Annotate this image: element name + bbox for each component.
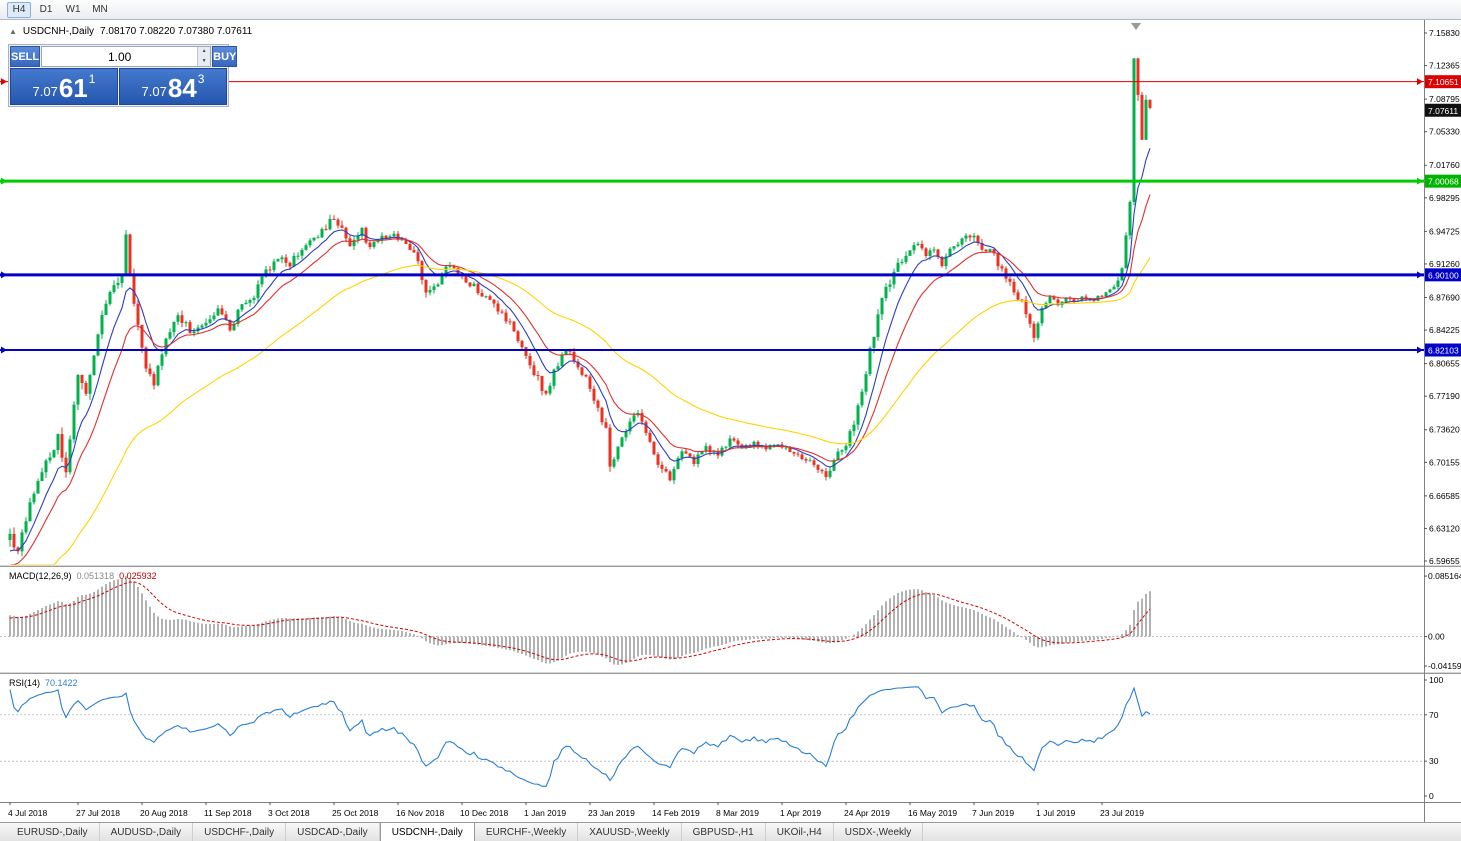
svg-text:0.085164: 0.085164 xyxy=(1428,571,1461,581)
svg-text:14 Feb 2019: 14 Feb 2019 xyxy=(652,808,700,818)
svg-text:6.82103: 6.82103 xyxy=(1428,346,1459,356)
svg-text:6.84225: 6.84225 xyxy=(1429,325,1460,335)
lot-size-field[interactable]: ▲ ▼ xyxy=(41,46,212,67)
svg-text:6.80655: 6.80655 xyxy=(1429,359,1460,369)
rsi-indicator-label: RSI(14) 70.1422 xyxy=(9,678,78,688)
chart-area: 7.15830 7.12365 7.08795 7.05330 7.01760 6.982… xyxy=(0,20,1461,822)
trade-panel-price-row: 7.07 61 1 7.07 84 3 xyxy=(10,68,227,105)
svg-text:1 Apr 2019: 1 Apr 2019 xyxy=(780,808,821,818)
svg-text:6.94725: 6.94725 xyxy=(1429,226,1460,236)
bid-price-main: 61 xyxy=(58,73,88,103)
one-click-toggle-icon[interactable]: ▲ xyxy=(9,27,17,36)
lot-spinner[interactable]: ▲ ▼ xyxy=(197,47,211,66)
svg-text:7.01760: 7.01760 xyxy=(1429,160,1460,170)
svg-text:-0.04159: -0.04159 xyxy=(1428,661,1461,671)
trade-panel-top-row: SELL ▲ ▼ BUY xyxy=(10,46,238,67)
tab-gbpusd-h1[interactable]: GBPUSD-,H1 xyxy=(682,823,766,841)
chart-symbol-label: USDCNH-,Daily xyxy=(22,26,95,37)
svg-text:24 Apr 2019: 24 Apr 2019 xyxy=(844,808,890,818)
macd-signal-value: 0.025932 xyxy=(119,571,157,581)
svg-text:7 Jun 2019: 7 Jun 2019 xyxy=(972,808,1014,818)
svg-text:10 Dec 2018: 10 Dec 2018 xyxy=(460,808,508,818)
ask-price-prefix: 7.07 xyxy=(141,84,167,99)
lot-size-input[interactable] xyxy=(42,47,198,66)
svg-text:23 Jan 2019: 23 Jan 2019 xyxy=(588,808,635,818)
chart-tab-bar: EURUSD-,Daily AUDUSD-,Daily USDCHF-,Dail… xyxy=(0,822,1461,841)
svg-text:0: 0 xyxy=(1429,791,1434,801)
timeframe-toolbar: H4 D1 W1 MN xyxy=(0,0,1461,20)
timeframe-d1-button[interactable]: D1 xyxy=(34,2,58,18)
svg-text:6.66585: 6.66585 xyxy=(1429,491,1460,501)
svg-text:27 Jul 2018: 27 Jul 2018 xyxy=(76,808,120,818)
rsi-value: 70.1422 xyxy=(45,678,78,688)
svg-text:7.15830: 7.15830 xyxy=(1429,28,1460,38)
svg-text:16 Nov 2018: 16 Nov 2018 xyxy=(396,808,444,818)
macd-indicator-label: MACD(12,26,9) 0.051318 0.025932 xyxy=(9,571,157,581)
svg-text:6.91260: 6.91260 xyxy=(1429,259,1460,269)
svg-text:6.73620: 6.73620 xyxy=(1429,425,1460,435)
tab-audusd-daily[interactable]: AUDUSD-,Daily xyxy=(100,823,194,841)
ask-price-main: 84 xyxy=(167,73,197,103)
svg-text:7.12365: 7.12365 xyxy=(1429,61,1460,71)
buy-price-button[interactable]: 7.07 84 3 xyxy=(119,68,227,105)
svg-text:11 Sep 2018: 11 Sep 2018 xyxy=(204,808,252,818)
svg-text:4 Jul 2018: 4 Jul 2018 xyxy=(8,808,47,818)
one-click-trading-panel: SELL ▲ ▼ BUY 7.07 61 1 7.07 xyxy=(8,44,238,107)
tab-ukoil-h4[interactable]: UKOil-,H4 xyxy=(766,823,834,841)
svg-text:0.00: 0.00 xyxy=(1428,632,1445,642)
svg-text:20 Aug 2018: 20 Aug 2018 xyxy=(140,808,188,818)
sell-price-button[interactable]: 7.07 61 1 xyxy=(10,68,118,105)
svg-text:1 Jul 2019: 1 Jul 2019 xyxy=(1036,808,1075,818)
chart-ohlc-label: 7.08170 7.08220 7.07380 7.07611 xyxy=(100,26,253,37)
macd-value: 0.051318 xyxy=(76,571,115,581)
svg-text:1 Jan 2019: 1 Jan 2019 xyxy=(524,808,566,818)
tab-usdx-weekly[interactable]: USDX-,Weekly xyxy=(834,823,924,841)
rsi-name: RSI(14) xyxy=(9,678,41,688)
tab-usdcnh-daily[interactable]: USDCNH-,Daily xyxy=(379,823,475,841)
price-chart-canvas[interactable]: 7.15830 7.12365 7.08795 7.05330 7.01760 6.982… xyxy=(0,20,1461,822)
svg-text:70: 70 xyxy=(1429,710,1439,720)
bid-price-pip: 1 xyxy=(88,72,96,86)
tab-xauusd-weekly[interactable]: XAUUSD-,Weekly xyxy=(578,823,682,841)
lot-increase-icon[interactable]: ▲ xyxy=(201,48,207,54)
tab-usdchf-daily[interactable]: USDCHF-,Daily xyxy=(193,823,287,841)
svg-text:7.07611: 7.07611 xyxy=(1428,106,1458,116)
ask-price-pip: 3 xyxy=(197,72,205,86)
tab-usdcad-daily[interactable]: USDCAD-,Daily xyxy=(286,823,380,841)
svg-text:6.59655: 6.59655 xyxy=(1429,556,1460,566)
svg-text:100: 100 xyxy=(1429,675,1443,685)
svg-text:30: 30 xyxy=(1429,756,1439,766)
tab-eurusd-daily[interactable]: EURUSD-,Daily xyxy=(6,823,100,841)
svg-text:6.98295: 6.98295 xyxy=(1429,193,1460,203)
svg-text:23 Jul 2019: 23 Jul 2019 xyxy=(1100,808,1144,818)
timeframe-mn-button[interactable]: MN xyxy=(88,2,112,18)
svg-text:7.05330: 7.05330 xyxy=(1429,127,1460,137)
lot-decrease-icon[interactable]: ▼ xyxy=(201,57,207,64)
sell-button[interactable]: SELL xyxy=(10,46,41,67)
timeframe-h4-button[interactable]: H4 xyxy=(7,1,31,18)
svg-text:6.77190: 6.77190 xyxy=(1429,391,1460,401)
svg-text:6.90100: 6.90100 xyxy=(1428,270,1459,280)
svg-text:6.87690: 6.87690 xyxy=(1429,292,1460,302)
svg-text:8 Mar 2019: 8 Mar 2019 xyxy=(716,808,759,818)
svg-text:25 Oct 2018: 25 Oct 2018 xyxy=(332,808,379,818)
timeframe-w1-button[interactable]: W1 xyxy=(61,2,85,18)
svg-text:3 Oct 2018: 3 Oct 2018 xyxy=(268,808,310,818)
svg-text:7.08795: 7.08795 xyxy=(1429,94,1460,104)
bid-price-prefix: 7.07 xyxy=(32,84,58,99)
tab-eurchf-weekly[interactable]: EURCHF-,Weekly xyxy=(475,823,579,841)
macd-name: MACD(12,26,9) xyxy=(9,571,72,581)
buy-button[interactable]: BUY xyxy=(212,46,238,67)
svg-text:16 May 2019: 16 May 2019 xyxy=(908,808,957,818)
svg-text:7.00068: 7.00068 xyxy=(1428,177,1459,187)
svg-text:6.70155: 6.70155 xyxy=(1429,457,1460,467)
svg-text:6.63120: 6.63120 xyxy=(1429,523,1460,533)
chart-header: ▲ USDCNH-,Daily 7.08170 7.08220 7.07380 … xyxy=(9,26,252,37)
svg-text:7.10651: 7.10651 xyxy=(1428,77,1459,87)
